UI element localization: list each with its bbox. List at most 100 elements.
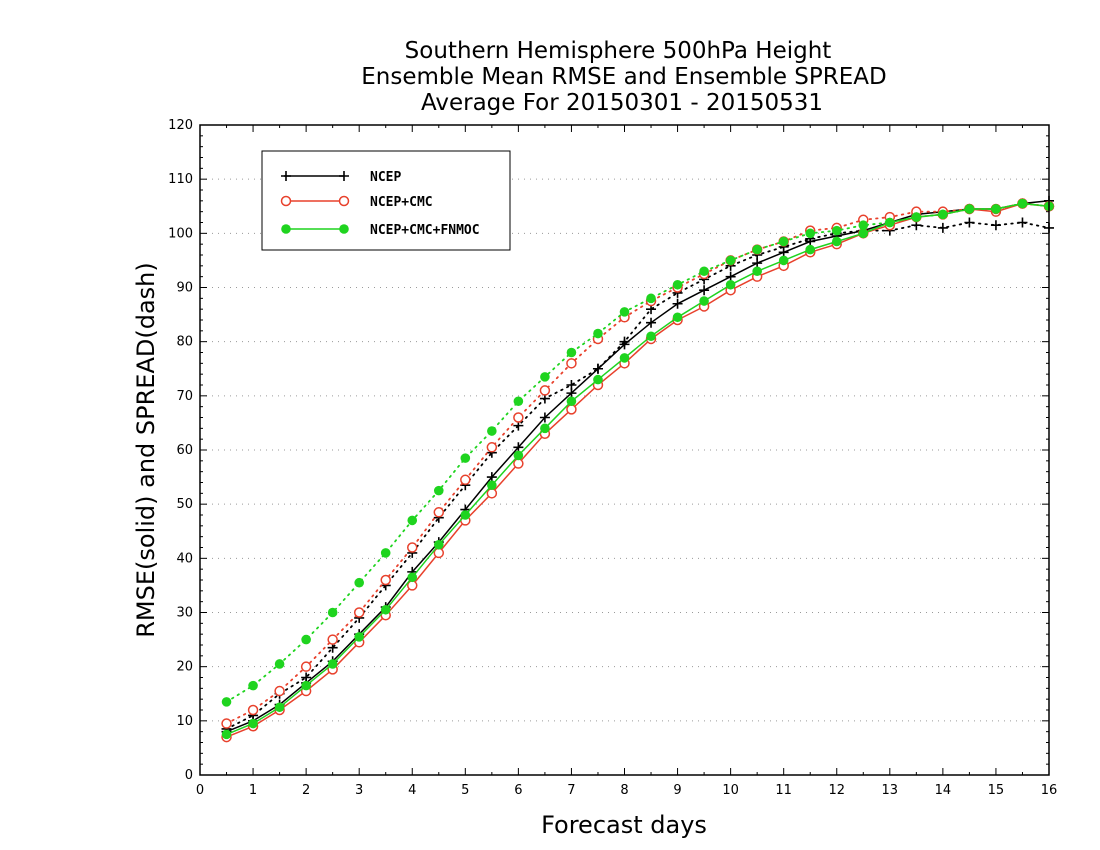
x-tick-label: 7 <box>567 783 575 798</box>
spread-point-ncep <box>1017 217 1028 228</box>
rmse-point-ncep-cmc-fnmoc <box>619 353 630 363</box>
chart-title-line-2: Ensemble Mean RMSE and Ensemble SPREAD <box>361 64 886 90</box>
spread-point-ncep-cmc <box>513 412 524 423</box>
y-tick-label: 20 <box>176 660 193 675</box>
rmse-point-ncep-cmc-fnmoc <box>354 632 364 642</box>
y-tick-label: 50 <box>176 497 193 512</box>
spread-point-ncep-cmc-fnmoc <box>805 228 816 239</box>
y-tick-label: 70 <box>176 389 193 404</box>
y-tick-label: 80 <box>176 335 193 350</box>
spread-point-ncep-cmc-fnmoc <box>301 634 311 645</box>
y-tick-label: 100 <box>168 226 193 241</box>
gridlines <box>200 178 1049 722</box>
rmse-point-ncep-cmc-fnmoc <box>699 296 709 306</box>
rmse-point-ncep-cmc-fnmoc <box>778 255 789 266</box>
legend-marker-ncep-cmc-fnmoc <box>339 224 349 234</box>
spread-point-ncep-cmc-fnmoc <box>725 255 736 266</box>
spread-point-ncep-cmc <box>460 474 471 486</box>
y-tick-label: 120 <box>168 118 193 133</box>
spread-point-ncep <box>592 363 603 374</box>
rmse-point-ncep-cmc-fnmoc <box>752 266 762 277</box>
x-tick-label: 13 <box>882 783 899 798</box>
x-tick-label: 5 <box>461 783 469 798</box>
rmse-point-ncep-cmc-fnmoc <box>672 312 683 323</box>
x-tick-label: 16 <box>1041 783 1058 798</box>
spread-point-ncep-cmc <box>353 607 365 618</box>
rmse-line-ncep-cmc <box>226 202 1050 738</box>
series-lines <box>221 195 1055 743</box>
rmse-point-ncep <box>646 317 657 328</box>
rmse-point-ncep-cmc-fnmoc <box>593 374 603 385</box>
rmse-point-ncep-cmc-fnmoc <box>380 604 391 615</box>
spread-point-ncep-cmc <box>247 704 259 716</box>
spread-point-ncep-cmc-fnmoc <box>991 204 1001 214</box>
spread-point-ncep <box>566 380 577 390</box>
legend-label-ncep: NCEP <box>370 170 401 185</box>
spread-point-ncep-cmc-fnmoc <box>248 680 258 691</box>
spread-line-ncep-cmc-fnmoc <box>225 202 1050 703</box>
spread-point-ncep-cmc <box>300 661 312 672</box>
spread-point-ncep-cmc-fnmoc <box>380 548 391 558</box>
x-tick-labels: 0 1 2 3 4 5 6 7 8 9 10 11 12 13 14 15 16 <box>196 783 1057 798</box>
spread-line-ncep <box>225 221 1050 730</box>
spread-point-ncep-cmc <box>274 685 285 697</box>
rmse-point-ncep-cmc-fnmoc <box>407 572 418 583</box>
legend-item-ncep: NCEP <box>281 170 401 185</box>
x-tick-label: 8 <box>620 783 628 798</box>
spread-point-ncep-cmc-fnmoc <box>778 236 789 247</box>
chart-title-line-3: Average For 20150301 - 20150531 <box>421 90 823 116</box>
rmse-point-ncep-cmc-fnmoc <box>301 680 311 691</box>
spread-point-ncep-cmc-fnmoc <box>699 266 709 277</box>
x-tick-label: 14 <box>935 783 952 798</box>
x-tick-label: 0 <box>196 783 204 798</box>
chart-title-line-1: Southern Hemisphere 500hPa Height <box>405 38 832 64</box>
y-tick-label: 40 <box>176 551 193 566</box>
legend-item-ncep-cmc: NCEP+CMC <box>280 195 433 210</box>
x-tick-label: 11 <box>775 783 792 798</box>
spread-point-ncep-cmc-fnmoc <box>407 515 418 526</box>
x-tick-label: 1 <box>249 783 257 798</box>
spread-point-ncep-cmc-fnmoc <box>460 453 471 463</box>
series-ncep-cmc-fnmoc <box>221 198 1054 740</box>
spread-point-ncep-cmc <box>407 542 418 553</box>
spread-point-ncep-cmc-fnmoc <box>831 225 842 236</box>
rmse-point-ncep-cmc-fnmoc <box>221 729 232 740</box>
spread-point-ncep <box>990 220 1001 231</box>
rmse-point-ncep-cmc <box>566 404 577 415</box>
legend-label-ncep-cmc: NCEP+CMC <box>370 195 433 210</box>
spread-point-ncep-cmc <box>327 634 338 645</box>
legend-marker-ncep-cmc <box>280 195 292 207</box>
rmse-point-ncep <box>699 285 710 296</box>
spread-point-ncep <box>937 222 948 233</box>
spread-point-ncep-cmc-fnmoc <box>274 659 285 669</box>
legend-label-ncep-cmc-fnmoc: NCEP+CMC+FNMOC <box>370 223 480 238</box>
legend-marker-ncep-cmc <box>338 195 350 207</box>
spread-point-ncep-cmc-fnmoc <box>646 293 656 304</box>
spread-point-ncep-cmc-fnmoc <box>752 244 762 255</box>
rmse-point-ncep-cmc-fnmoc <box>248 718 258 729</box>
spread-point-ncep-cmc <box>539 385 551 396</box>
rmse-point-ncep <box>539 412 550 423</box>
spread-point-ncep-cmc-fnmoc <box>566 347 577 358</box>
spread-line-ncep-cmc <box>225 202 1050 725</box>
rmse-point-ncep-cmc-fnmoc <box>433 539 444 550</box>
spread-point-ncep-cmc-fnmoc <box>540 372 550 382</box>
x-tick-label: 15 <box>988 783 1005 798</box>
rmse-point-ncep-cmc <box>513 458 524 469</box>
spread-point-ncep-cmc-fnmoc <box>354 577 364 588</box>
spread-point-ncep-cmc <box>380 574 391 586</box>
spread-point-ncep-cmc-fnmoc <box>593 328 603 339</box>
spread-point-ncep-cmc-fnmoc <box>327 607 338 618</box>
spread-point-ncep-cmc-fnmoc <box>885 217 895 228</box>
spread-point-ncep-cmc-fnmoc <box>1017 198 1028 209</box>
legend-marker-ncep-cmc-fnmoc <box>281 224 291 234</box>
x-axis-title: Forecast days <box>541 811 707 839</box>
x-tick-label: 9 <box>673 783 681 798</box>
legend-marker-ncep <box>339 171 349 181</box>
x-tick-label: 12 <box>828 783 845 798</box>
rmse-point-ncep-cmc-fnmoc <box>725 279 736 290</box>
rmse-point-ncep-cmc <box>486 488 498 499</box>
rmse-point-ncep-cmc-fnmoc <box>805 244 816 255</box>
rmse-point-ncep-cmc-fnmoc <box>487 480 497 491</box>
